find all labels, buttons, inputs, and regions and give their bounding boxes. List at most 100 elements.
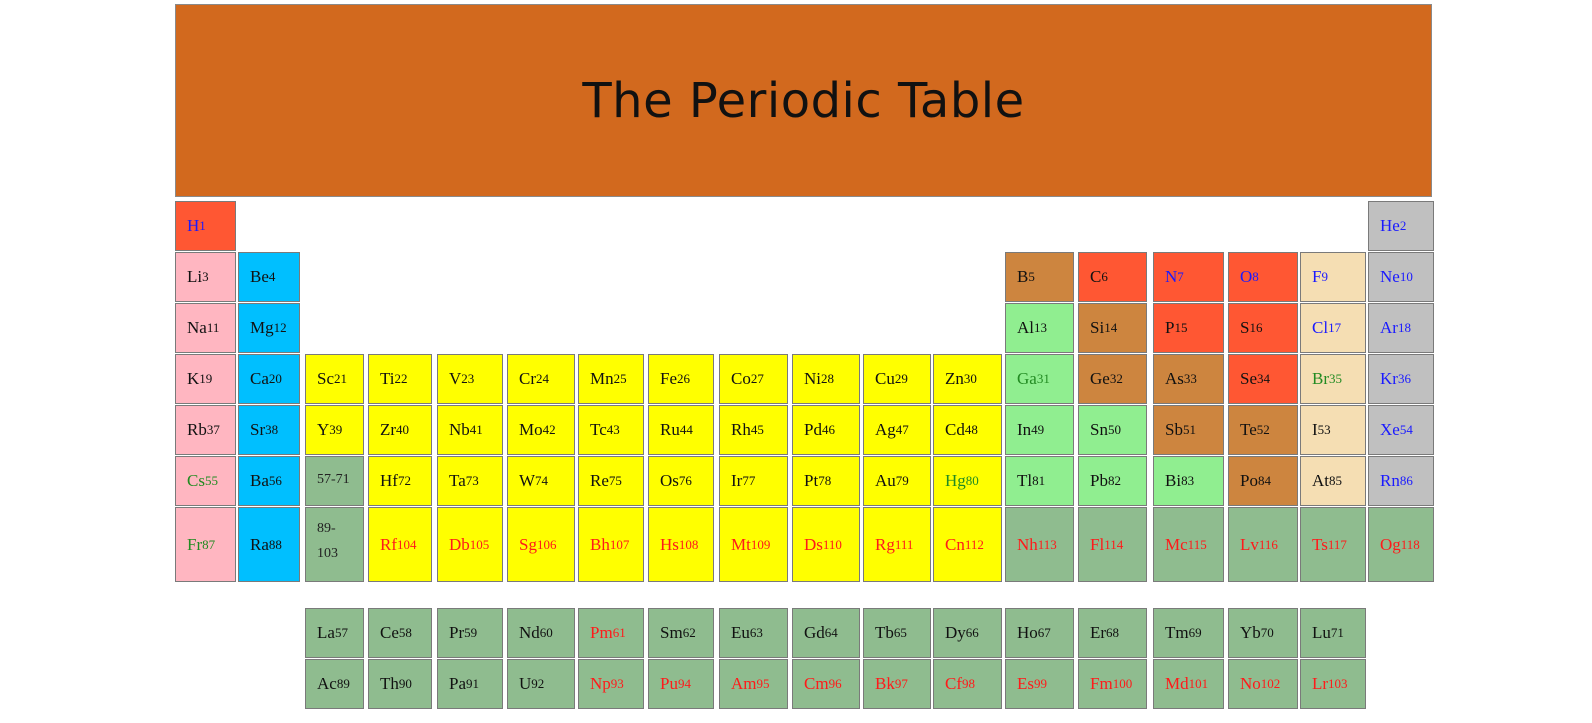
element-symbol: Hs: [660, 534, 679, 554]
element-symbol: Rb: [187, 420, 207, 439]
element-symbol: I: [1312, 420, 1318, 439]
element-cell-ga: Ga 31: [1005, 354, 1074, 404]
element-cell-bi: Bi 83: [1153, 456, 1224, 506]
element-cell-ce: Ce 58: [368, 608, 432, 658]
element-symbol: Er: [1090, 623, 1107, 642]
element-symbol: Cl: [1312, 318, 1329, 337]
element-cell-cr: Cr 24: [507, 354, 575, 404]
element-cell-pd: Pd 46: [792, 405, 860, 455]
element-cell-at: At 85: [1300, 456, 1366, 506]
element-symbol: Ar: [1380, 318, 1398, 337]
element-symbol: Tc: [590, 420, 607, 439]
element-cell-ca: Ca 20: [238, 354, 300, 404]
element-cell-np: Np 93: [578, 659, 644, 709]
element-symbol: Cn: [945, 534, 965, 554]
element-symbol: F: [1312, 267, 1322, 286]
element-cell-th: Th 90: [368, 659, 432, 709]
element-cell-ba: Ba 56: [238, 456, 300, 506]
element-symbol: Cd: [945, 420, 965, 439]
element-cell-fl: Fl 114: [1078, 507, 1147, 582]
element-cell-la: La 57: [305, 608, 364, 658]
element-symbol: Cu: [875, 369, 895, 388]
element-cell-am: Am 95: [719, 659, 788, 709]
page-title: The Periodic Table: [582, 72, 1025, 129]
element-cell-w: W 74: [507, 456, 575, 506]
element-symbol: Lv: [1240, 534, 1259, 554]
element-cell-yb: Yb 70: [1228, 608, 1298, 658]
element-symbol: Pm: [590, 623, 613, 642]
element-symbol: Te: [1240, 420, 1257, 439]
element-symbol: Pb: [1090, 471, 1108, 490]
element-cell-y: Y 39: [305, 405, 364, 455]
element-symbol: H: [187, 216, 200, 235]
element-symbol: Sg: [519, 534, 537, 554]
element-cell-pu: Pu 94: [648, 659, 714, 709]
element-symbol: Ce: [380, 623, 399, 642]
element-cell-ru: Ru 44: [648, 405, 714, 455]
element-symbol: He: [1380, 216, 1400, 235]
element-symbol: Zn: [945, 369, 964, 388]
element-symbol: Fr: [187, 534, 203, 554]
element-symbol: C: [1090, 267, 1102, 286]
element-cell-mc: Mc 115: [1153, 507, 1224, 582]
element-symbol: Gd: [804, 623, 825, 642]
element-symbol: Pu: [660, 674, 678, 693]
element-cell-v: V 23: [437, 354, 503, 404]
element-cell-se: Se 34: [1228, 354, 1298, 404]
element-symbol: V: [449, 369, 462, 388]
element-cell-al: Al 13: [1005, 303, 1074, 353]
element-cell-cl: Cl 17: [1300, 303, 1366, 353]
element-cell-sr: Sr 38: [238, 405, 300, 455]
element-symbol: Mn: [590, 369, 614, 388]
element-cell-no: No 102: [1228, 659, 1298, 709]
element-cell-pa: Pa 91: [437, 659, 503, 709]
element-cell-tm: Tm 69: [1153, 608, 1224, 658]
element-symbol: Cm: [804, 674, 829, 693]
element-cell-cf: Cf 98: [933, 659, 1002, 709]
element-symbol: Es: [1017, 674, 1034, 693]
element-symbol: Ni: [804, 369, 821, 388]
element-symbol: P: [1165, 318, 1175, 337]
element-symbol: Po: [1240, 471, 1258, 490]
element-symbol: Bh: [590, 534, 610, 554]
element-cell-mn: Mn 25: [578, 354, 644, 404]
element-symbol: Nd: [519, 623, 540, 642]
element-cell-ar: Ar 18: [1368, 303, 1434, 353]
placeholder-range-cell: 57-71: [305, 456, 364, 506]
element-cell-rg: Rg 111: [863, 507, 931, 582]
element-cell-md: Md 101: [1153, 659, 1224, 709]
element-cell-u: U 92: [507, 659, 575, 709]
element-cell-ho: Ho 67: [1005, 608, 1074, 658]
element-symbol: Hg: [945, 471, 966, 490]
element-cell-re: Re 75: [578, 456, 644, 506]
element-symbol: Ac: [317, 674, 337, 693]
element-symbol: Ba: [250, 471, 269, 490]
element-symbol: O: [1240, 267, 1253, 286]
element-symbol: At: [1312, 471, 1329, 490]
element-cell-bk: Bk 97: [863, 659, 931, 709]
element-cell-br: Br 35: [1300, 354, 1366, 404]
element-cell-dy: Dy 66: [933, 608, 1002, 658]
element-symbol: Ta: [449, 471, 466, 490]
element-symbol: Al: [1017, 318, 1034, 337]
element-symbol: Ge: [1090, 369, 1110, 388]
element-symbol: Sc: [317, 369, 334, 388]
element-cell-er: Er 68: [1078, 608, 1147, 658]
element-symbol: Og: [1380, 534, 1401, 554]
element-cell-zn: Zn 30: [933, 354, 1002, 404]
element-symbol: No: [1240, 674, 1261, 693]
element-symbol: Ra: [250, 534, 269, 554]
title-banner: The Periodic Table: [175, 4, 1432, 197]
element-symbol: Xe: [1380, 420, 1400, 439]
element-symbol: N: [1165, 267, 1178, 286]
element-symbol: Ca: [250, 369, 269, 388]
element-cell-li: Li 3: [175, 252, 236, 302]
element-symbol: Tb: [875, 623, 894, 642]
element-symbol: Se: [1240, 369, 1257, 388]
element-symbol: Pt: [804, 471, 819, 490]
element-symbol: Pa: [449, 674, 466, 693]
element-symbol: Am: [731, 674, 757, 693]
element-cell-in: In 49: [1005, 405, 1074, 455]
element-cell-tc: Tc 43: [578, 405, 644, 455]
element-symbol: Fe: [660, 369, 677, 388]
